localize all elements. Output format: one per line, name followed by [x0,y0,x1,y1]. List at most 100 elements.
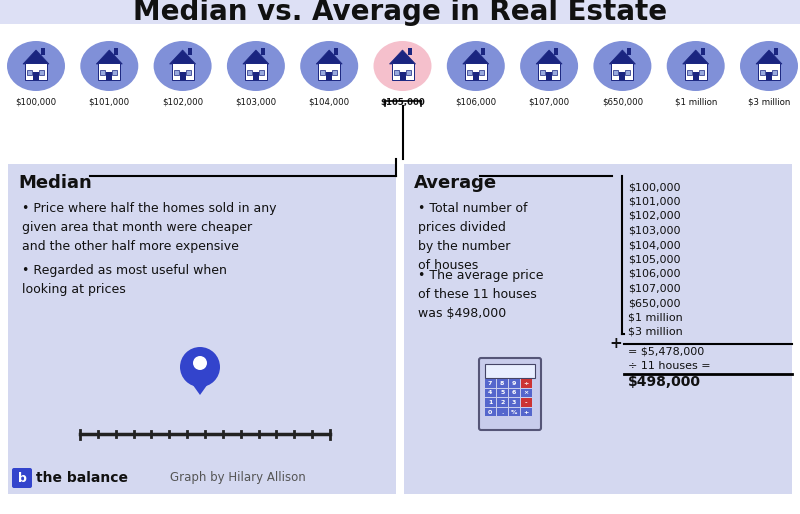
Ellipse shape [666,41,725,91]
FancyBboxPatch shape [509,408,520,416]
Text: 0: 0 [488,410,492,414]
FancyBboxPatch shape [399,72,406,80]
FancyBboxPatch shape [509,398,520,407]
Text: 5: 5 [500,391,505,395]
Text: $100,000: $100,000 [628,182,681,192]
Text: $104,000: $104,000 [309,98,350,107]
FancyBboxPatch shape [552,70,557,75]
FancyBboxPatch shape [485,364,535,378]
FancyBboxPatch shape [41,48,45,55]
FancyBboxPatch shape [326,72,332,80]
FancyBboxPatch shape [473,72,478,80]
Ellipse shape [594,41,651,91]
Text: • The average price
of these 11 houses
was $498,000: • The average price of these 11 houses w… [418,269,543,320]
Text: -: - [525,400,527,405]
FancyBboxPatch shape [465,63,486,80]
FancyBboxPatch shape [261,48,265,55]
FancyBboxPatch shape [245,63,267,80]
Ellipse shape [520,41,578,91]
FancyBboxPatch shape [686,70,692,75]
Text: ÷ 11 houses =: ÷ 11 houses = [628,361,710,371]
Text: • Regarded as most useful when
looking at prices: • Regarded as most useful when looking a… [22,264,227,296]
FancyBboxPatch shape [497,389,508,397]
FancyBboxPatch shape [693,72,698,80]
Text: $1 million: $1 million [674,98,717,107]
FancyBboxPatch shape [98,63,120,80]
FancyBboxPatch shape [186,70,190,75]
Polygon shape [23,50,49,64]
Text: $100,000: $100,000 [15,98,57,107]
FancyBboxPatch shape [772,70,777,75]
FancyBboxPatch shape [247,70,252,75]
Text: Median: Median [18,174,92,192]
Text: $105,000: $105,000 [628,254,681,265]
FancyBboxPatch shape [320,70,325,75]
FancyBboxPatch shape [404,164,792,494]
Text: Median vs. Average in Real Estate: Median vs. Average in Real Estate [133,0,667,26]
FancyBboxPatch shape [394,70,398,75]
Text: $650,000: $650,000 [602,98,643,107]
FancyBboxPatch shape [485,398,496,407]
Text: Average: Average [414,174,497,192]
FancyBboxPatch shape [521,408,532,416]
FancyBboxPatch shape [766,72,772,80]
FancyBboxPatch shape [114,48,118,55]
Text: • Total number of
prices divided
by the number
of houses: • Total number of prices divided by the … [418,202,527,272]
Polygon shape [243,50,269,64]
Text: +: + [610,336,622,351]
FancyBboxPatch shape [554,48,558,55]
Text: $498,000: $498,000 [628,376,701,390]
Text: %: % [511,410,518,414]
Text: $106,000: $106,000 [455,98,496,107]
FancyBboxPatch shape [334,48,338,55]
Text: $3 million: $3 million [748,98,790,107]
FancyBboxPatch shape [391,63,414,80]
FancyBboxPatch shape [27,70,32,75]
FancyBboxPatch shape [538,63,560,80]
FancyBboxPatch shape [497,379,508,388]
FancyBboxPatch shape [318,63,340,80]
FancyBboxPatch shape [481,48,485,55]
FancyBboxPatch shape [407,48,411,55]
Polygon shape [390,50,415,64]
FancyBboxPatch shape [179,72,186,80]
FancyBboxPatch shape [521,379,532,388]
FancyBboxPatch shape [698,70,704,75]
FancyBboxPatch shape [466,70,472,75]
Text: 1: 1 [488,400,493,405]
Polygon shape [170,50,195,64]
Circle shape [193,356,207,370]
FancyBboxPatch shape [546,72,552,80]
FancyBboxPatch shape [627,48,631,55]
FancyBboxPatch shape [187,48,192,55]
FancyBboxPatch shape [540,70,545,75]
Text: the balance: the balance [36,471,128,485]
Ellipse shape [80,41,138,91]
Text: $101,000: $101,000 [89,98,130,107]
Text: $1 million: $1 million [628,313,682,322]
Ellipse shape [7,41,65,91]
FancyBboxPatch shape [485,379,496,388]
Text: $104,000: $104,000 [628,240,681,250]
Text: $105,000: $105,000 [380,98,425,107]
Text: 6: 6 [512,391,517,395]
FancyBboxPatch shape [509,379,520,388]
Polygon shape [610,50,635,64]
FancyBboxPatch shape [112,70,118,75]
Text: ×: × [524,391,529,395]
FancyBboxPatch shape [521,389,532,397]
Text: 3: 3 [512,400,517,405]
FancyBboxPatch shape [25,63,47,80]
Polygon shape [180,367,220,395]
FancyBboxPatch shape [611,63,634,80]
Text: $3 million: $3 million [628,327,682,337]
FancyBboxPatch shape [626,70,630,75]
Text: $103,000: $103,000 [235,98,277,107]
Text: ÷: ÷ [524,381,529,386]
FancyBboxPatch shape [685,63,706,80]
FancyBboxPatch shape [619,72,626,80]
Text: +: + [524,410,529,414]
FancyBboxPatch shape [8,164,396,494]
FancyBboxPatch shape [479,358,541,430]
Polygon shape [96,50,122,64]
